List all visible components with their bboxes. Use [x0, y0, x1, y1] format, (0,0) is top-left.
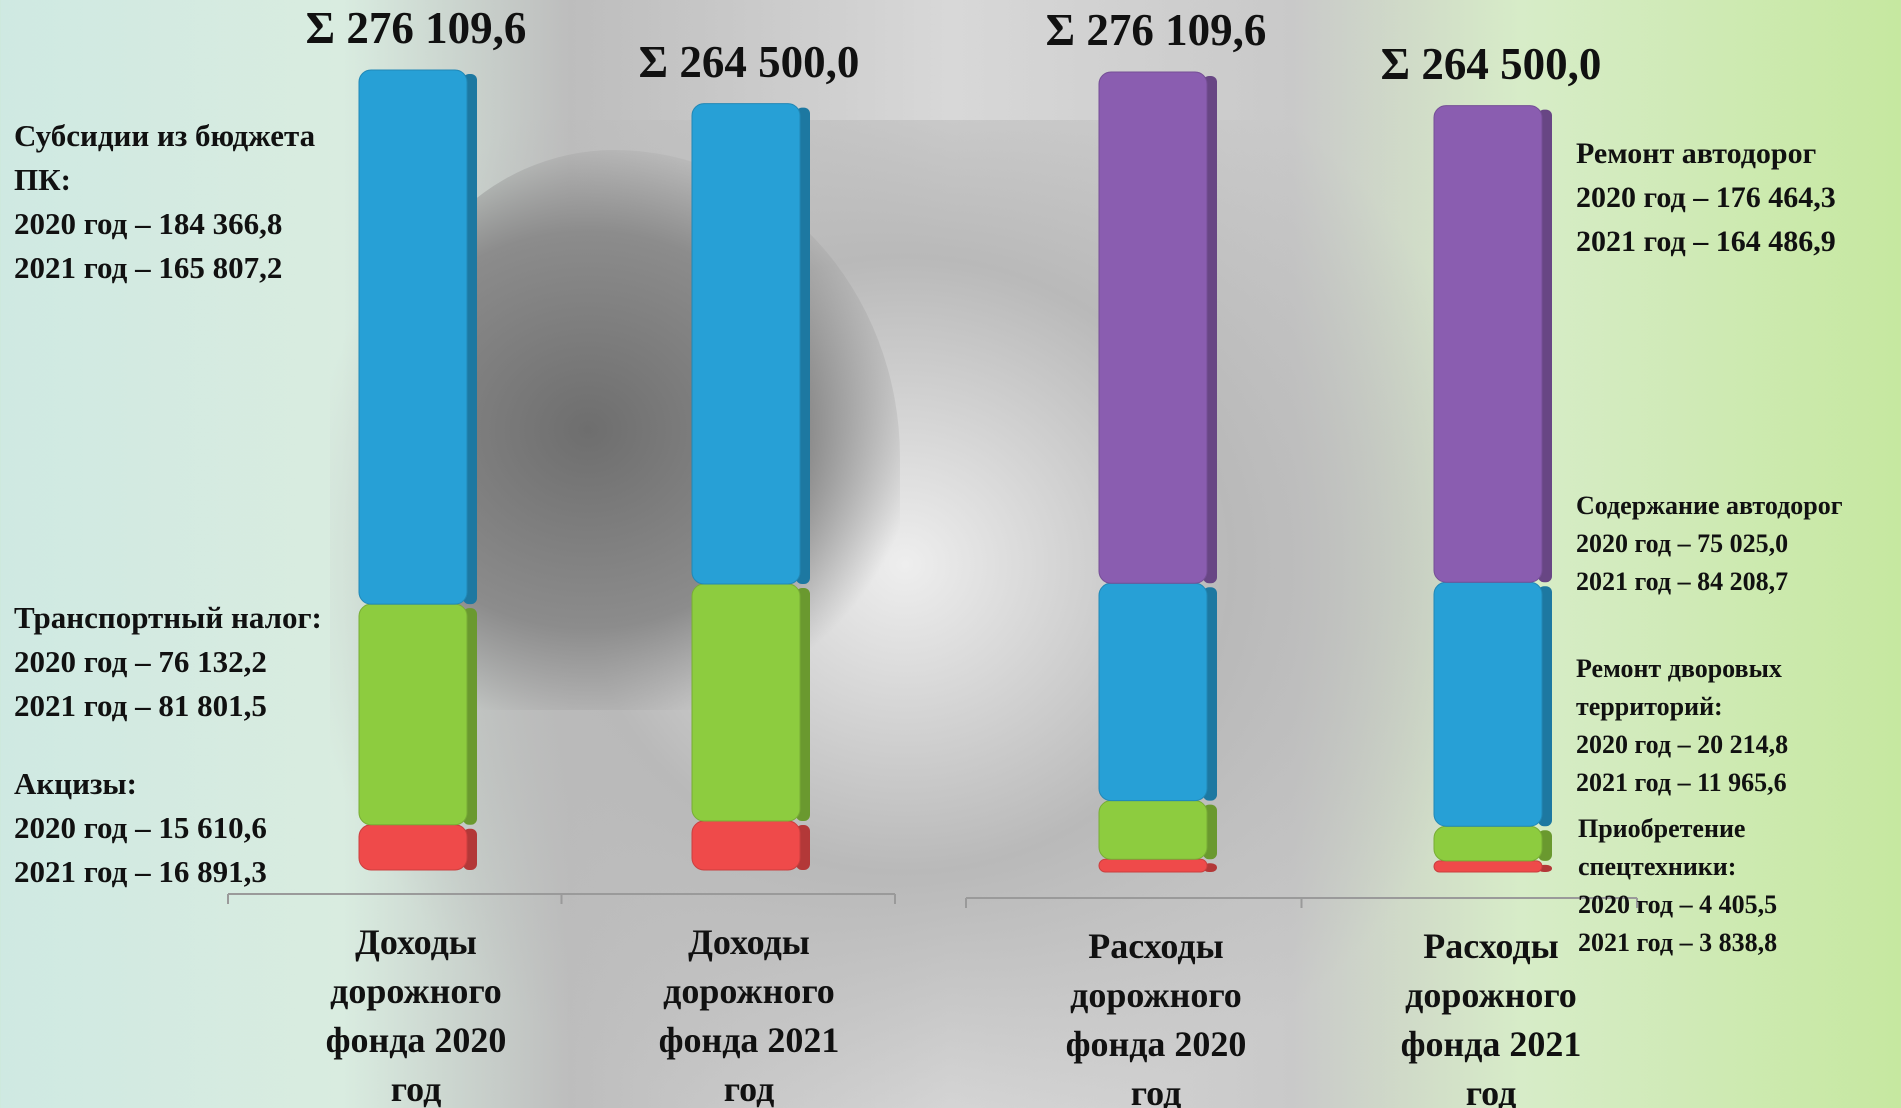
bar-segment: [691, 583, 801, 822]
bar-segment: [1098, 71, 1208, 584]
bar-segment: [1098, 800, 1208, 860]
value-label: 2021 год – 165 807,2: [14, 250, 283, 285]
series-name: Приобретение спецтехники:: [1578, 814, 1746, 881]
series-name: Акцизы:: [14, 766, 137, 801]
series-name: Транспортный налог:: [14, 600, 322, 635]
value-label: 2020 год – 76 132,2: [14, 644, 267, 679]
value-label: 2020 год – 20 214,8: [1576, 730, 1789, 759]
bar-segment: [1433, 581, 1543, 827]
value-label: 2020 год – 15 610,6: [14, 810, 267, 845]
series-name: Ремонт автодорог: [1576, 137, 1817, 170]
annotation: Транспортный налог: 2020 год – 76 132,2 …: [14, 596, 414, 728]
annotation: Акцизы: 2020 год – 15 610,6 2021 год – 1…: [14, 762, 414, 894]
category-label: Расходы дорожного фонда 2021 год: [1400, 926, 1582, 1108]
value-label: 2020 год – 176 464,3: [1576, 181, 1836, 214]
bar-segment: [1098, 582, 1208, 802]
annotation: Ремонт автодорог 2020 год – 176 464,3 20…: [1576, 132, 1901, 264]
value-label: 2020 год – 184 366,8: [14, 206, 283, 241]
category-label: Доходы дорожного фонда 2021 год: [658, 922, 840, 1108]
series-name: Содержание автодорог: [1576, 491, 1843, 520]
bar-segment: [691, 820, 801, 871]
value-label: 2021 год – 81 801,5: [14, 688, 267, 723]
value-label: 2021 год – 11 965,6: [1576, 768, 1787, 797]
total-label: Σ 276 109,6: [1045, 5, 1267, 55]
annotation: Содержание автодорог 2020 год – 75 025,0…: [1576, 487, 1901, 601]
category-label: Расходы дорожного фонда 2020 год: [1065, 926, 1247, 1108]
total-label: Σ 264 500,0: [1380, 38, 1602, 89]
total-label: Σ 264 500,0: [638, 36, 860, 87]
value-label: 2020 год – 75 025,0: [1576, 529, 1789, 558]
bar-segment: [1098, 858, 1208, 873]
value-label: 2021 год – 164 486,9: [1576, 225, 1836, 258]
total-label: Σ 276 109,6: [305, 3, 527, 53]
bar-segment: [1433, 860, 1543, 873]
bar-segment: [1433, 105, 1543, 583]
bar-segment: [691, 103, 801, 585]
bar-segment: [1433, 825, 1543, 862]
annotation: Приобретение спецтехники: 2020 год – 4 4…: [1578, 810, 1808, 962]
series-name: Субсидии из бюджета ПК:: [14, 118, 316, 197]
value-label: 2021 год – 3 838,8: [1578, 928, 1778, 957]
annotation: Субсидии из бюджета ПК: 2020 год – 184 3…: [14, 114, 344, 290]
bar-segment: [358, 69, 468, 605]
value-label: 2021 год – 84 208,7: [1576, 567, 1789, 596]
category-label: Доходы дорожного фонда 2020 год: [325, 922, 507, 1108]
series-name: Ремонт дворовых территорий:: [1576, 654, 1782, 721]
value-label: 2020 год – 4 405,5: [1578, 890, 1778, 919]
annotation: Ремонт дворовых территорий: 2020 год – 2…: [1576, 650, 1846, 802]
value-label: 2021 год – 16 891,3: [14, 854, 267, 889]
